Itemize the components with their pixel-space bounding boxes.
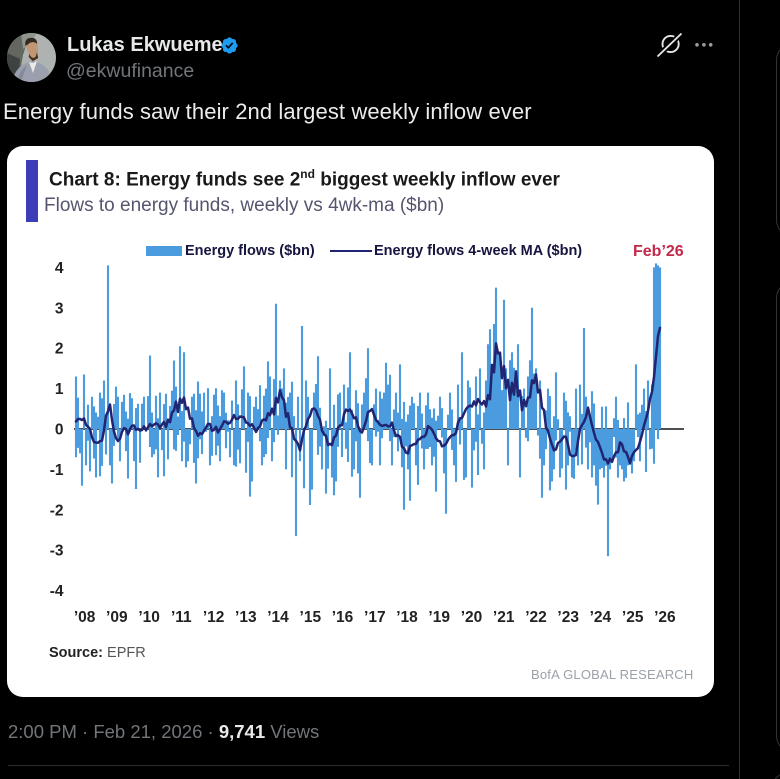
svg-text:’20: ’20 bbox=[461, 609, 483, 626]
svg-text:4: 4 bbox=[55, 260, 64, 277]
svg-text:’12: ’12 bbox=[203, 609, 225, 626]
svg-text:’16: ’16 bbox=[332, 609, 354, 626]
svg-text:’15: ’15 bbox=[300, 609, 322, 626]
svg-text:’10: ’10 bbox=[138, 609, 160, 626]
svg-text:’23: ’23 bbox=[557, 609, 579, 626]
svg-text:’18: ’18 bbox=[396, 609, 418, 626]
svg-text:’09: ’09 bbox=[106, 609, 128, 626]
svg-text:’17: ’17 bbox=[364, 609, 386, 626]
svg-text:2: 2 bbox=[55, 341, 64, 358]
svg-text:’22: ’22 bbox=[525, 609, 547, 626]
svg-text:-2: -2 bbox=[50, 502, 64, 519]
svg-text:’08: ’08 bbox=[74, 609, 96, 626]
svg-text:-1: -1 bbox=[50, 462, 64, 479]
svg-text:-3: -3 bbox=[50, 543, 64, 560]
svg-text:’11: ’11 bbox=[171, 609, 192, 626]
svg-text:’21: ’21 bbox=[493, 609, 515, 626]
svg-text:’25: ’25 bbox=[622, 609, 644, 626]
svg-text:’19: ’19 bbox=[428, 609, 450, 626]
svg-text:1: 1 bbox=[55, 381, 64, 398]
svg-text:’26: ’26 bbox=[654, 609, 676, 626]
svg-text:0: 0 bbox=[55, 422, 64, 439]
svg-text:-4: -4 bbox=[50, 583, 64, 600]
svg-text:3: 3 bbox=[55, 300, 64, 317]
svg-text:’24: ’24 bbox=[590, 609, 612, 626]
svg-text:’13: ’13 bbox=[235, 609, 257, 626]
svg-text:’14: ’14 bbox=[267, 609, 289, 626]
